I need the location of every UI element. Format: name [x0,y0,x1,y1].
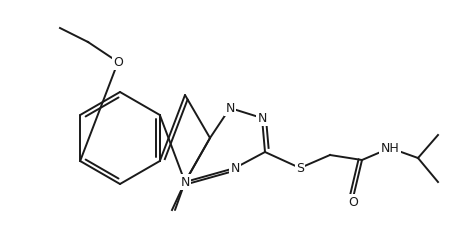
Text: S: S [296,161,304,174]
Text: O: O [113,55,123,68]
Text: N: N [230,161,240,174]
Text: O: O [348,196,358,209]
Text: N: N [180,175,190,189]
Text: N: N [225,101,235,114]
Text: NH: NH [381,142,400,154]
Text: N: N [257,112,267,124]
